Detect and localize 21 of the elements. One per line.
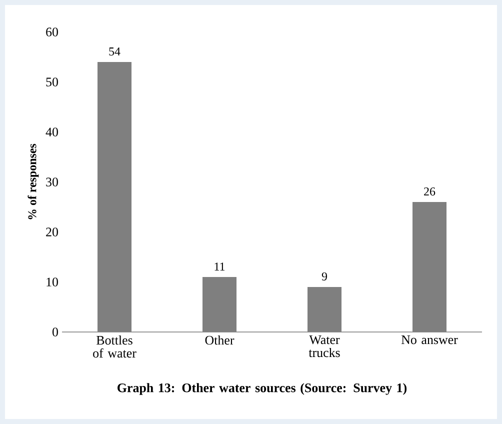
data-label: 9 xyxy=(322,272,327,280)
y-tick-label: 60 xyxy=(46,28,58,36)
bar xyxy=(308,287,342,332)
bar xyxy=(98,62,132,332)
data-label: 11 xyxy=(214,262,225,270)
text: Graph 13: Other water sources (Source: Survey 1) xyxy=(118,383,407,395)
y-tick-label: 50 xyxy=(46,78,58,86)
data-label: 54 xyxy=(109,48,120,56)
x-tick-label: Water trucks xyxy=(308,336,340,358)
x-tick-label: Other xyxy=(205,336,234,345)
y-tick-label: 40 xyxy=(46,128,58,136)
y-tick-label: 20 xyxy=(46,228,58,236)
data-label: 26 xyxy=(424,187,436,196)
x-tick-label: No answer xyxy=(401,336,458,344)
y-tick-label: 10 xyxy=(46,278,58,286)
y-tick-label: 30 xyxy=(46,178,58,186)
y-axis-title: % of responses xyxy=(28,144,39,220)
y-tick-label: 0 xyxy=(52,328,58,336)
bar xyxy=(412,202,446,332)
bar xyxy=(202,277,236,332)
x-tick-label: Bottles of water xyxy=(93,336,136,358)
